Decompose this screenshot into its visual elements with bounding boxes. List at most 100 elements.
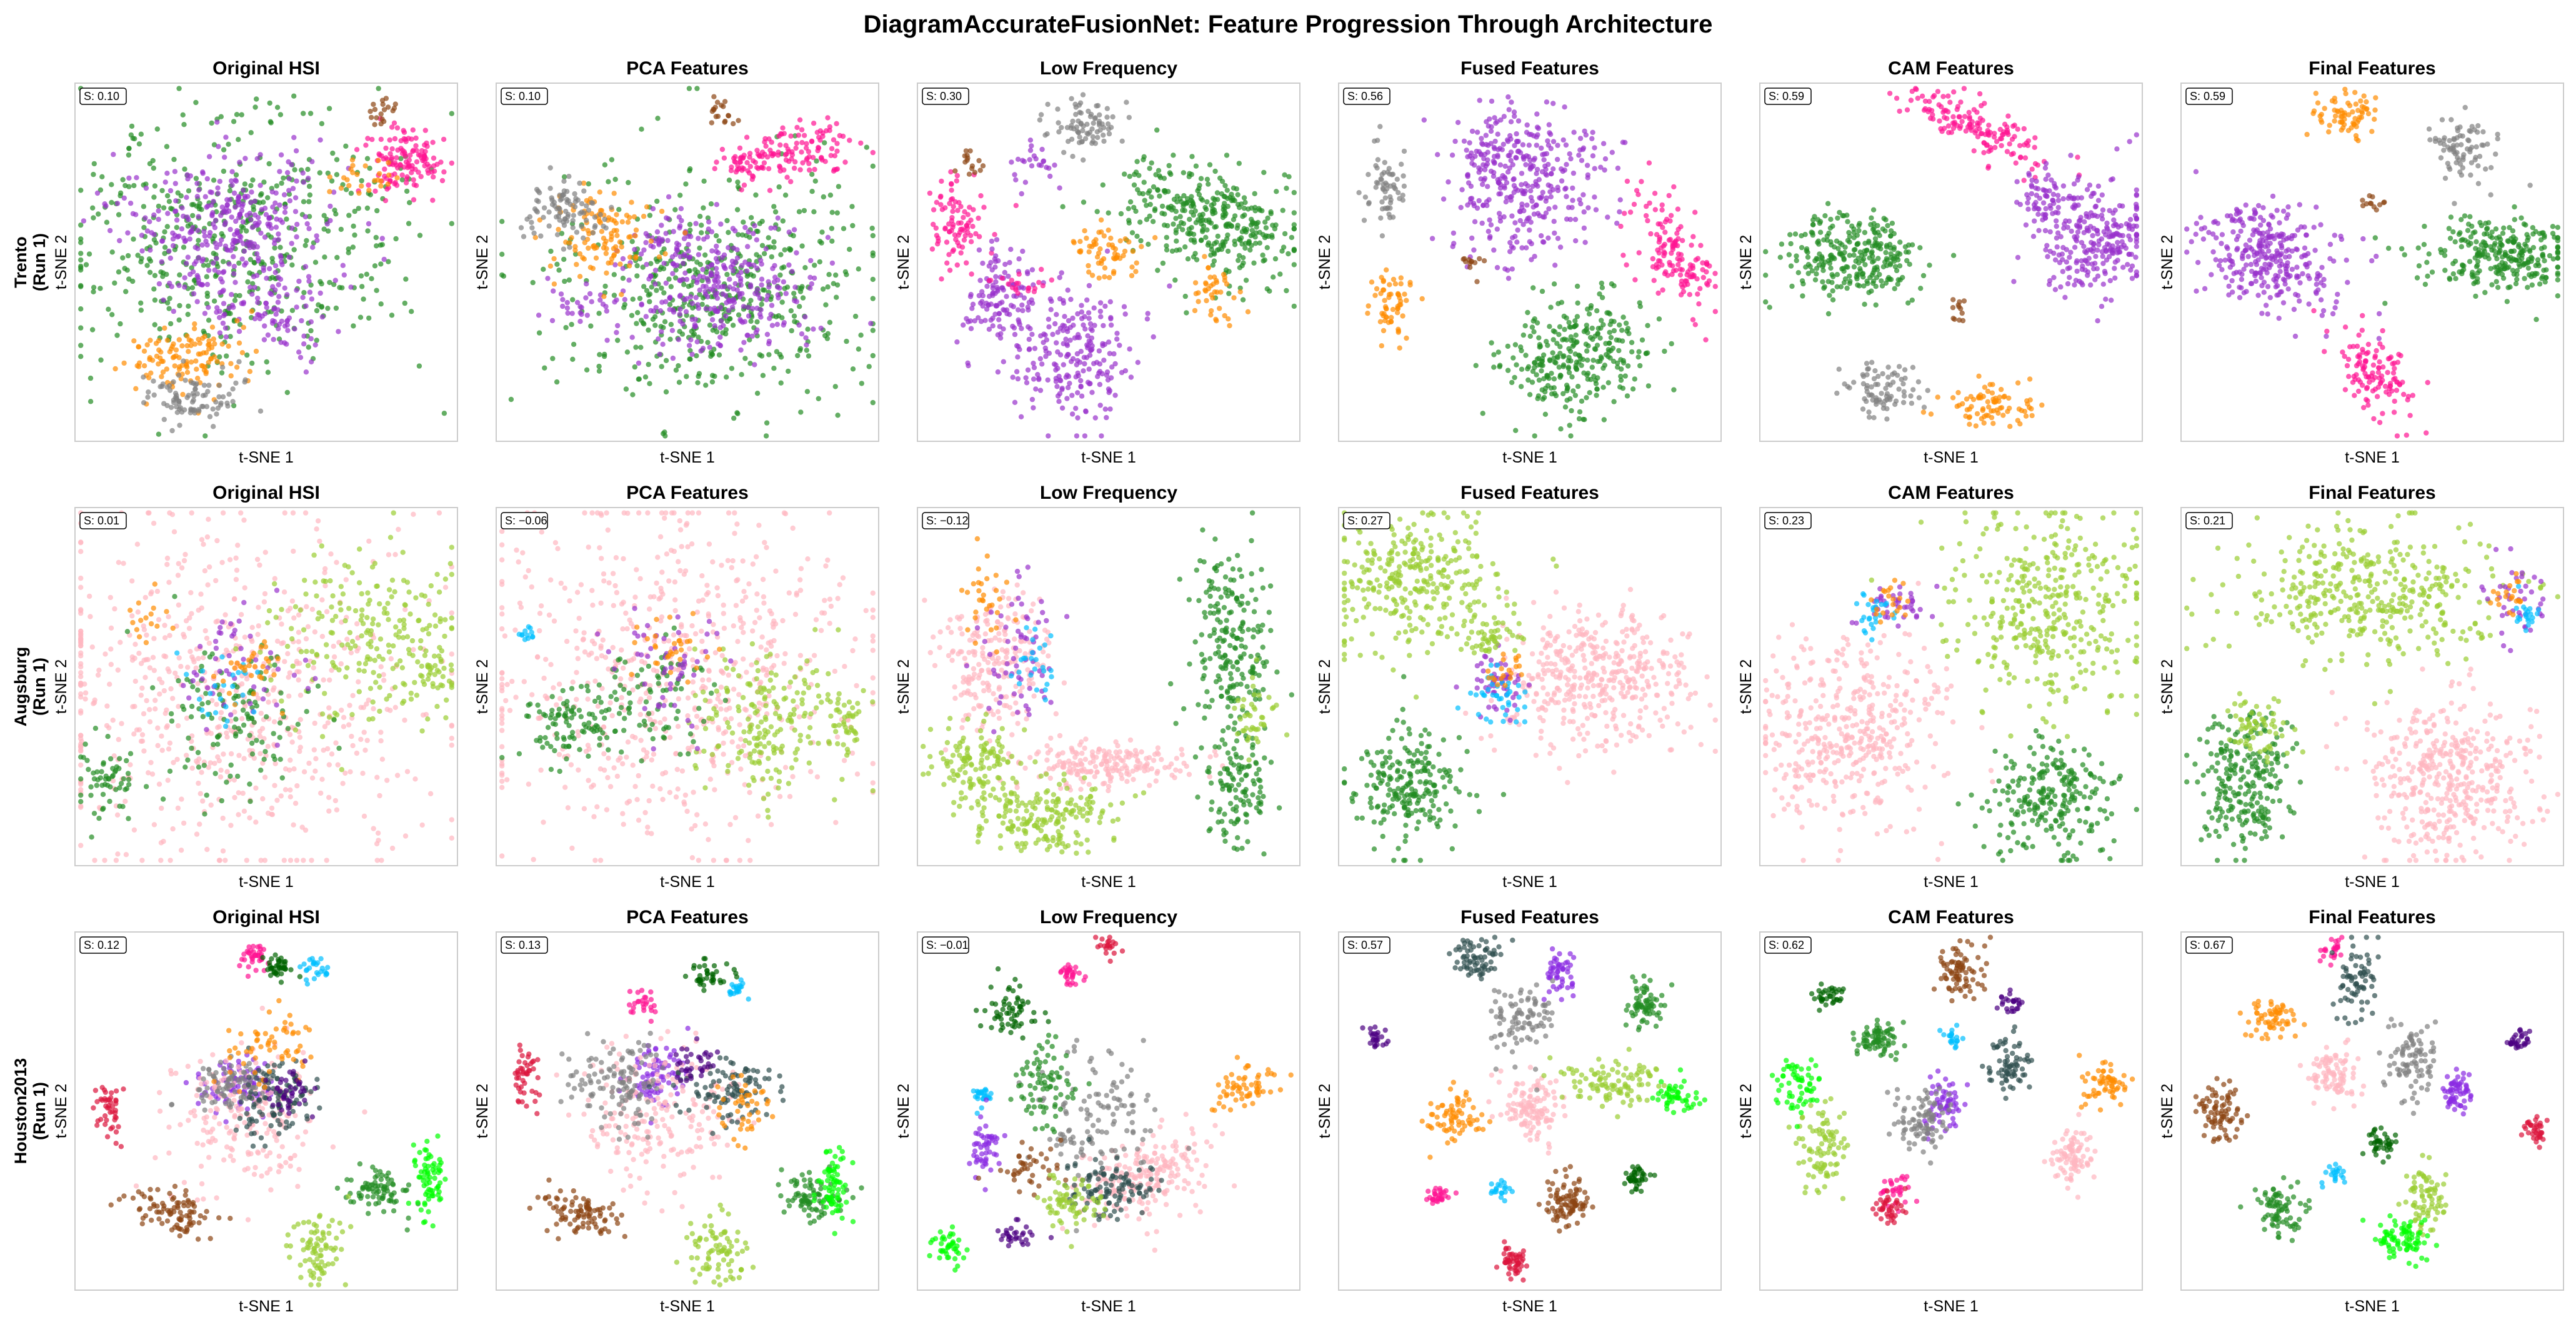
data-point — [1049, 298, 1054, 304]
data-point — [1505, 94, 1511, 100]
data-point — [1401, 183, 1407, 189]
data-point — [441, 136, 447, 143]
data-point — [759, 218, 765, 224]
data-point — [212, 218, 219, 223]
data-point — [1133, 269, 1139, 274]
data-point — [1981, 150, 1987, 156]
data-point — [1598, 164, 1604, 170]
data-point — [372, 106, 378, 113]
data-point — [1388, 197, 1394, 203]
data-point — [1081, 123, 1086, 129]
data-point — [601, 294, 607, 299]
data-point — [1097, 246, 1103, 252]
data-point — [1704, 259, 1710, 266]
data-point — [1077, 359, 1083, 365]
data-point — [319, 314, 326, 320]
data-point — [1087, 321, 1094, 327]
data-point — [1126, 114, 1132, 121]
data-point — [99, 174, 105, 179]
data-point — [250, 177, 256, 183]
data-point — [1557, 244, 1564, 250]
data-point — [1571, 129, 1577, 135]
data-point — [203, 350, 209, 356]
data-point — [381, 256, 387, 263]
data-point — [172, 395, 178, 401]
data-point — [1089, 273, 1096, 278]
data-point — [809, 138, 815, 144]
data-point — [542, 365, 547, 371]
data-point — [171, 379, 176, 385]
data-point — [632, 233, 638, 239]
data-point — [1550, 166, 1556, 172]
data-point — [589, 299, 594, 304]
data-point — [1570, 185, 1575, 191]
data-point — [586, 245, 591, 251]
data-point — [1026, 324, 1031, 330]
data-point — [1086, 338, 1092, 344]
data-point — [1452, 138, 1458, 144]
data-point — [775, 284, 781, 290]
data-point — [382, 166, 387, 172]
data-point — [714, 259, 721, 265]
data-point — [234, 112, 240, 118]
data-point — [1284, 186, 1289, 191]
data-point — [1815, 256, 1820, 262]
data-point — [343, 187, 349, 193]
data-point — [1112, 256, 1118, 262]
data-point — [1134, 233, 1140, 239]
data-point — [638, 344, 644, 350]
data-point — [83, 262, 89, 268]
data-point — [1400, 173, 1406, 179]
data-point — [1605, 347, 1611, 353]
data-point — [1054, 340, 1059, 346]
data-point — [131, 183, 137, 189]
data-point — [1213, 316, 1219, 323]
data-point — [1817, 251, 1822, 257]
data-point — [1828, 216, 1834, 223]
data-point — [754, 391, 761, 396]
data-point — [1512, 234, 1518, 239]
data-point — [1021, 285, 1027, 291]
data-point — [834, 121, 839, 126]
data-point — [1514, 139, 1520, 144]
data-point — [1159, 203, 1166, 209]
data-point — [762, 151, 767, 158]
data-point — [227, 188, 233, 194]
data-point — [1706, 278, 1712, 284]
data-point — [1029, 267, 1036, 273]
data-point — [1557, 373, 1564, 378]
data-point — [171, 156, 177, 163]
data-point — [1102, 303, 1108, 309]
data-point — [1651, 278, 1657, 283]
data-point — [96, 211, 101, 217]
data-point — [727, 284, 732, 290]
data-point — [666, 194, 672, 200]
data-point — [1390, 276, 1397, 283]
data-point — [1484, 119, 1489, 124]
data-point — [1763, 249, 1769, 254]
data-point — [1491, 144, 1497, 150]
data-point — [1218, 289, 1224, 295]
data-point — [714, 329, 720, 335]
data-point — [180, 391, 186, 398]
data-point — [677, 254, 684, 259]
data-point — [1514, 155, 1519, 161]
data-point — [1237, 265, 1243, 271]
data-point — [1585, 358, 1590, 363]
data-point — [204, 404, 210, 409]
data-point — [1799, 233, 1804, 239]
scatter-points — [499, 86, 876, 439]
data-point — [134, 363, 140, 369]
data-point — [386, 173, 392, 178]
data-point — [950, 224, 956, 230]
data-point — [193, 176, 199, 181]
data-point — [714, 159, 719, 165]
data-point — [804, 389, 811, 394]
data-point — [1450, 230, 1457, 236]
data-point — [281, 175, 286, 181]
data-point — [1542, 214, 1547, 220]
data-point — [270, 259, 276, 265]
data-point — [201, 229, 207, 234]
data-point — [636, 376, 642, 382]
data-point — [1564, 386, 1570, 392]
